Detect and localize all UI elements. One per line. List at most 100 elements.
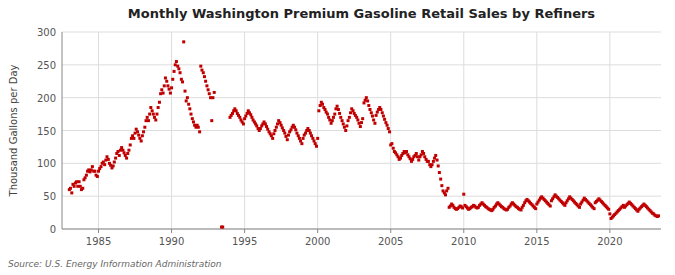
point (112, 164, 115, 167)
point (563, 204, 566, 207)
x-grid-line (317, 32, 318, 229)
point (434, 154, 437, 157)
point (242, 122, 245, 125)
y-tick-label: 100 (37, 158, 56, 169)
point (293, 126, 296, 129)
source-note: Source: U.S. Energy Information Administ… (8, 259, 222, 269)
point (347, 119, 350, 122)
point (126, 152, 129, 155)
point (309, 132, 312, 135)
point (166, 84, 169, 87)
point (244, 115, 247, 118)
y-tick-label: 300 (37, 27, 56, 38)
x-grid-line (244, 32, 245, 229)
point (100, 165, 103, 168)
point (131, 134, 134, 137)
point (440, 184, 443, 187)
point (423, 155, 426, 158)
point (461, 206, 464, 209)
point (198, 130, 201, 133)
point (123, 151, 126, 154)
point (345, 124, 348, 127)
point (249, 113, 252, 116)
x-tick (244, 229, 245, 233)
point (148, 113, 151, 116)
point (339, 116, 342, 119)
point (175, 60, 178, 63)
point (97, 170, 100, 173)
x-grid-line (171, 32, 172, 229)
point (235, 109, 238, 112)
point (265, 125, 268, 128)
point (427, 160, 430, 163)
point (113, 161, 116, 164)
point (365, 96, 368, 99)
point (281, 126, 284, 129)
point (371, 115, 374, 118)
point (386, 124, 389, 127)
point (295, 132, 298, 135)
point (384, 121, 387, 124)
point (300, 142, 303, 145)
point (439, 178, 442, 181)
point (141, 134, 144, 137)
y-grid-line (62, 163, 661, 164)
point (534, 207, 537, 210)
point (188, 107, 191, 110)
y-grid-line (62, 130, 661, 131)
x-tick (390, 229, 391, 233)
point (437, 164, 440, 167)
point (341, 119, 344, 122)
point (362, 101, 365, 104)
point (657, 214, 660, 217)
point (173, 70, 176, 73)
point (81, 187, 84, 190)
point (107, 158, 110, 161)
x-tick-label: 1995 (232, 236, 257, 247)
point (360, 121, 363, 124)
axes: 0501001502002503001985199019952000200520… (37, 27, 661, 247)
point (118, 154, 121, 157)
point (405, 150, 408, 153)
points (68, 40, 660, 228)
point (310, 134, 313, 137)
point (432, 160, 435, 163)
point (336, 105, 339, 108)
y-grid-line (62, 64, 661, 65)
point (207, 88, 210, 91)
point (84, 176, 87, 179)
point (199, 65, 202, 68)
point (120, 146, 123, 149)
point (164, 76, 167, 79)
point (149, 106, 152, 109)
x-grid-line (536, 32, 537, 229)
point (203, 75, 206, 78)
point (162, 92, 165, 95)
point (379, 108, 382, 111)
point (202, 71, 205, 74)
point (142, 130, 145, 133)
point (446, 187, 449, 190)
point (238, 116, 241, 119)
point (607, 208, 610, 211)
point (153, 116, 156, 119)
point (73, 185, 76, 188)
point (326, 113, 329, 116)
point (411, 158, 414, 161)
point (332, 116, 335, 119)
point (250, 116, 253, 119)
y-tick-label: 50 (43, 191, 56, 202)
y-grid-line (62, 32, 661, 33)
point (313, 140, 316, 143)
point (187, 103, 190, 106)
point (165, 80, 168, 83)
point (154, 118, 157, 121)
x-tick (609, 229, 610, 233)
point (436, 159, 439, 162)
x-axis-line (62, 229, 661, 230)
y-tick-label: 0 (50, 224, 56, 235)
chart: Monthly Washington Premium Gasoline Reta… (0, 0, 675, 275)
x-tick-label: 2015 (524, 236, 549, 247)
point (337, 108, 340, 111)
point (211, 96, 214, 99)
